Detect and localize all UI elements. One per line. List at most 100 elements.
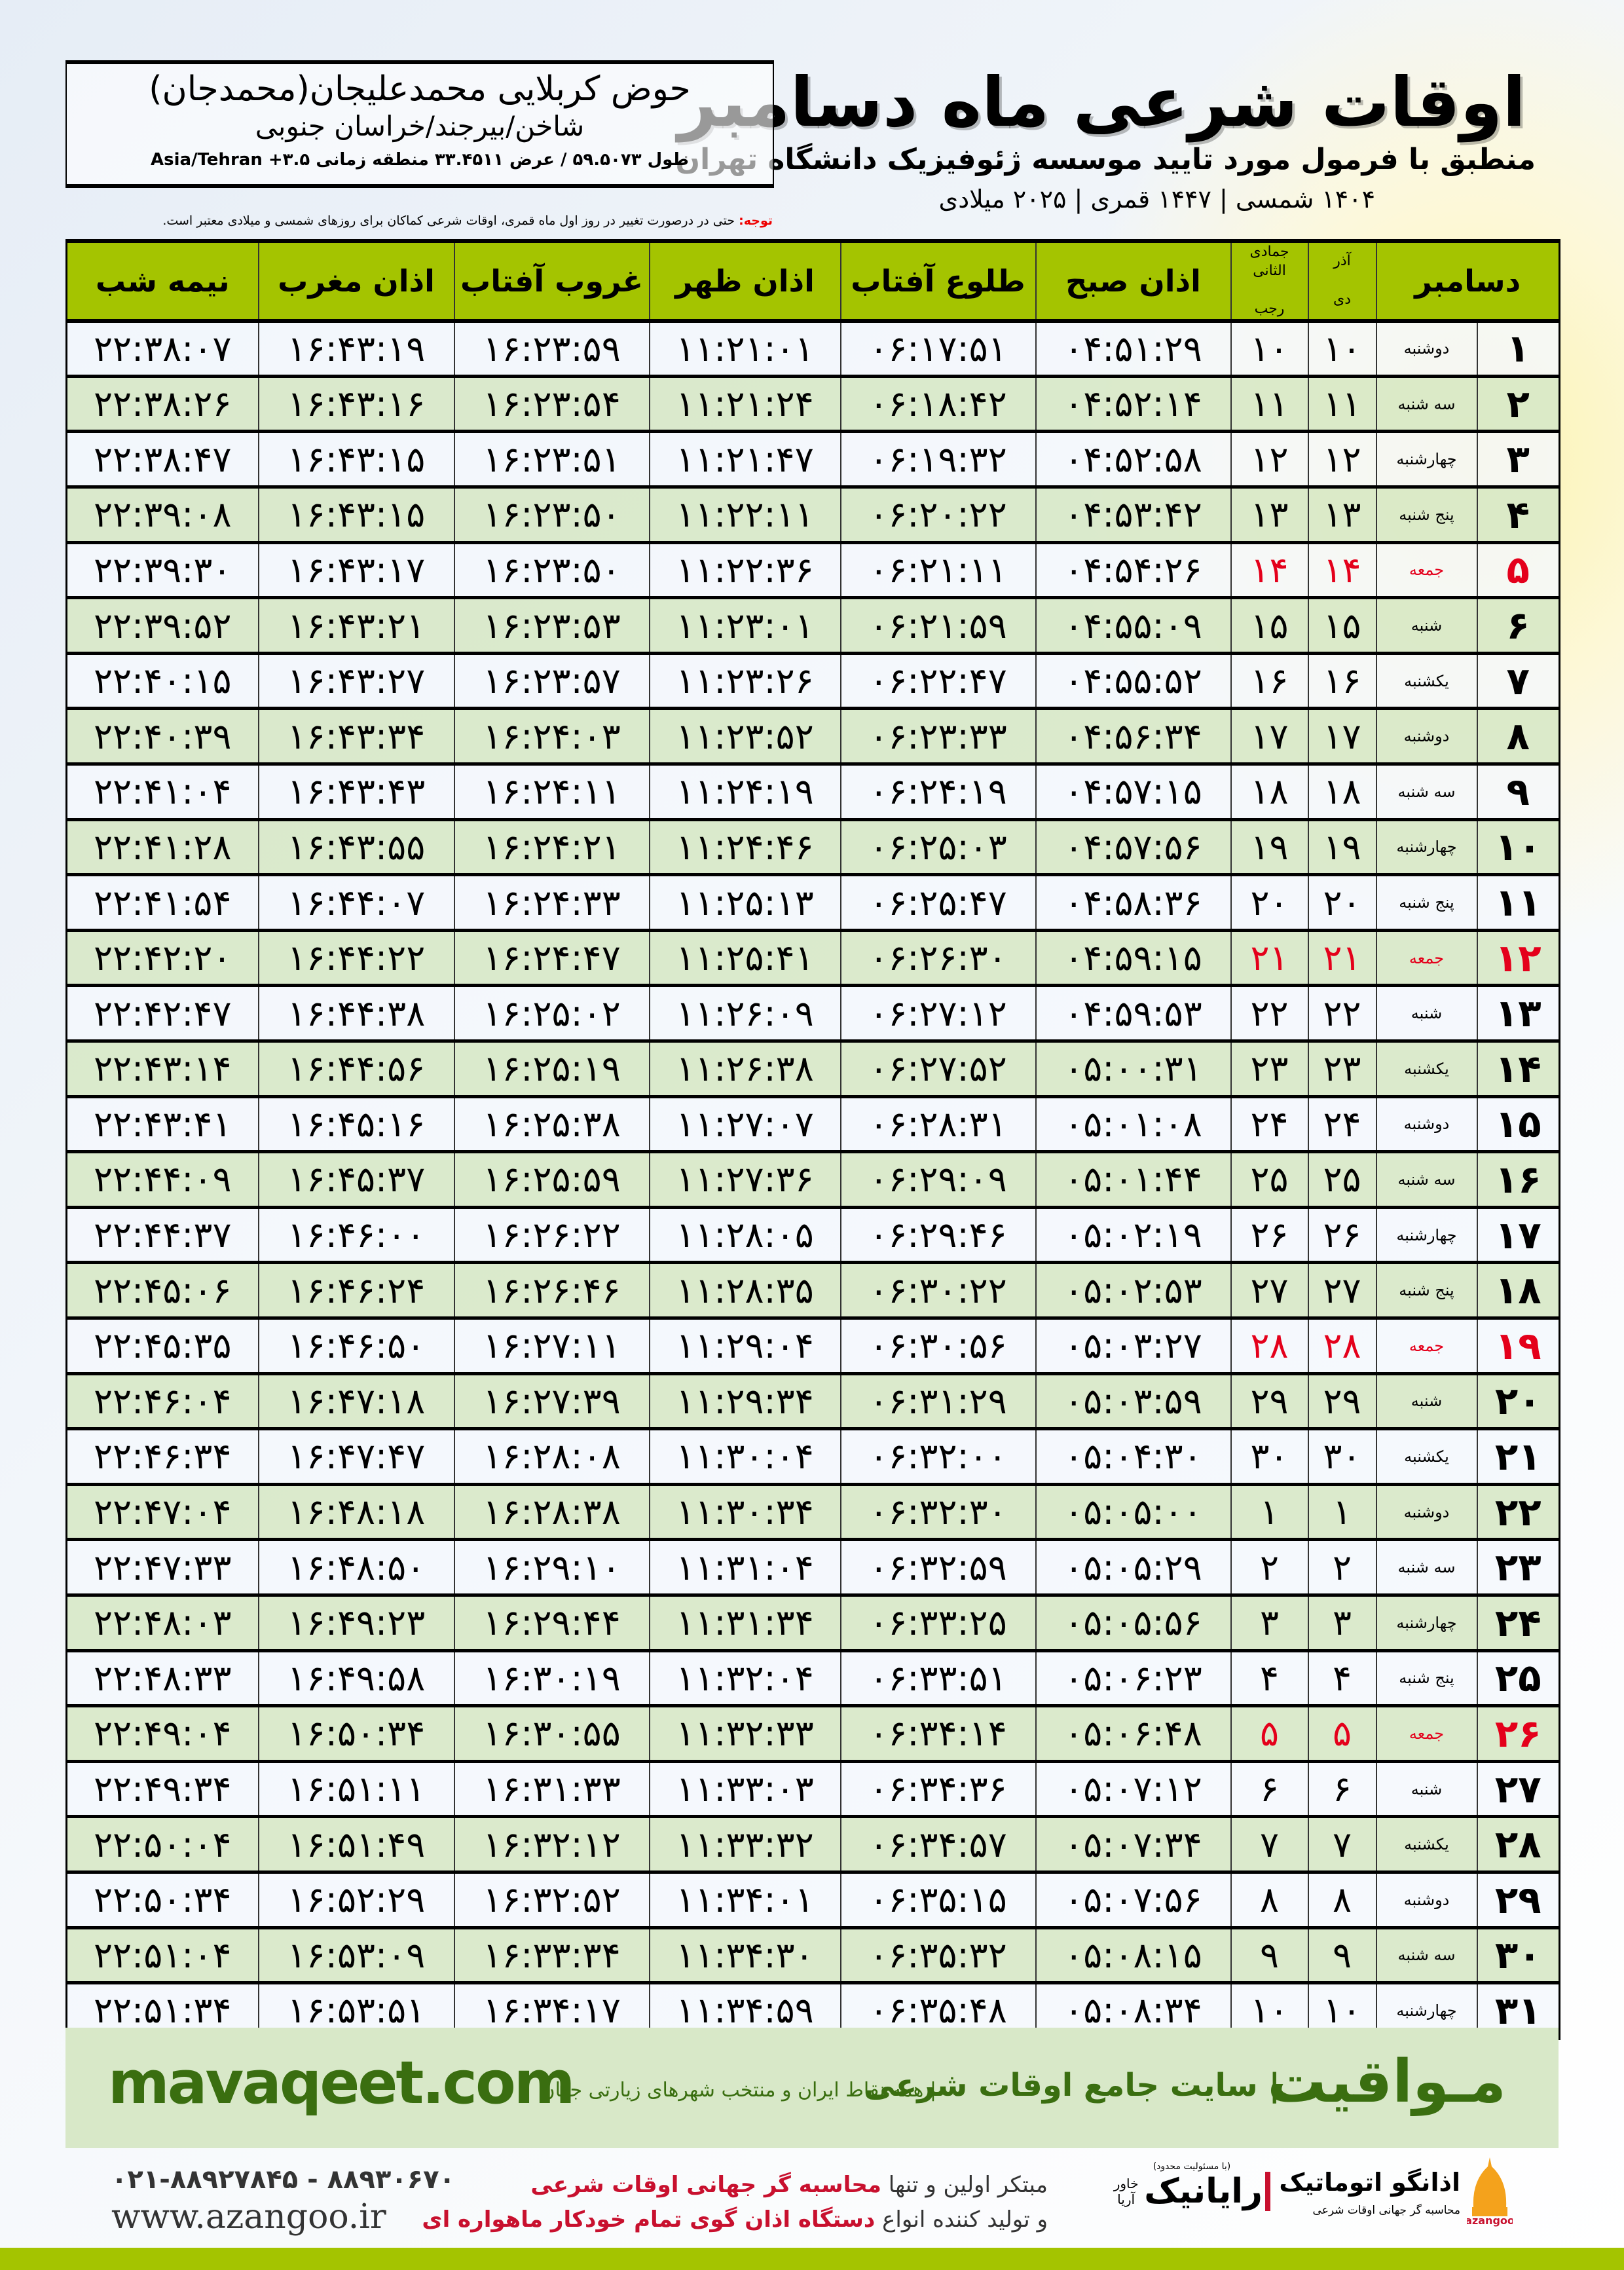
weekday-cell: شنبه xyxy=(1375,1761,1477,1817)
sunset-time: ۱۶:۲۳:۵۰ xyxy=(483,494,621,536)
table-row: ۱۵ دوشنبه ۲۴ ۲۴ ۰۵:۰۱:۰۸ ۰۶:۲۸:۳۱ ۱۱:۲۷:۰۷ ۱۶:۲… xyxy=(65,1096,1560,1152)
header-shamsi: آذر دی xyxy=(1307,241,1376,321)
mavaqeet-url[interactable]: mavaqeet.com xyxy=(108,2049,576,2117)
table-row: ۲۲ دوشنبه ۱ ۱ ۰۵:۰۵:۰۰ ۰۶:۳۲:۳۰ ۱۱:۳۰:۳۴ ۱۶:۲۸:… xyxy=(65,1484,1560,1540)
shamsi-day: ۶ xyxy=(1332,1768,1352,1810)
sunset-time-cell: ۱۶:۲۶:۴۶ xyxy=(453,1262,650,1318)
maghrib-time: ۱۶:۴۳:۱۶ xyxy=(287,383,426,425)
qamari-day: ۵ xyxy=(1259,1713,1279,1755)
midnight-time-cell: ۲۲:۴۳:۴۱ xyxy=(65,1096,259,1152)
weekday-cell: چهارشنبه xyxy=(1375,1207,1477,1263)
day-number-cell: ۲۲ xyxy=(1476,1484,1560,1540)
dhuhr-time-cell: ۱۱:۲۴:۴۶ xyxy=(648,819,841,875)
fajr-time: ۰۴:۵۱:۲۹ xyxy=(1064,327,1202,369)
table-row: ۱۹ جمعه ۲۸ ۲۸ ۰۵:۰۳:۲۷ ۰۶:۳۰:۵۶ ۱۱:۲۹:۰۴ ۱۶:۲۷:… xyxy=(65,1318,1560,1374)
fajr-time: ۰۵:۰۲:۱۹ xyxy=(1064,1214,1202,1256)
dhuhr-time-cell: ۱۱:۳۱:۰۴ xyxy=(648,1539,841,1595)
sunset-time-cell: ۱۶:۲۳:۵۴ xyxy=(453,376,650,432)
fajr-time-cell: ۰۵:۰۸:۱۵ xyxy=(1035,1927,1231,1983)
weekday: دوشنبه xyxy=(1403,727,1450,746)
shamsi-day-cell: ۱۹ xyxy=(1307,819,1376,875)
day-number-cell: ۱۲ xyxy=(1476,930,1560,986)
sunset-time: ۱۶:۲۳:۵۳ xyxy=(483,605,621,646)
midnight-time-cell: ۲۲:۴۳:۱۴ xyxy=(65,1041,259,1097)
weekday: چهارشنبه xyxy=(1396,1225,1457,1244)
midnight-time: ۲۲:۵۱:۰۴ xyxy=(94,1934,232,1976)
fajr-time-cell: ۰۵:۰۷:۵۶ xyxy=(1035,1872,1231,1927)
maghrib-time-cell: ۱۶:۴۳:۴۳ xyxy=(257,764,454,820)
shamsi-day-cell: ۱۳ xyxy=(1307,487,1376,543)
midnight-time: ۲۲:۴۴:۳۷ xyxy=(94,1214,232,1256)
shamsi-day-cell: ۲۲ xyxy=(1307,985,1376,1041)
shamsi-day-cell: ۶ xyxy=(1307,1761,1376,1817)
fajr-time-cell: ۰۴:۵۸:۳۶ xyxy=(1035,874,1231,931)
sunset-time-cell: ۱۶:۲۳:۵۳ xyxy=(453,597,650,654)
qamari-day: ۴ xyxy=(1259,1657,1279,1699)
day-number: ۲۷ xyxy=(1494,1766,1541,1812)
shamsi-day: ۲۴ xyxy=(1323,1103,1361,1145)
fajr-time: ۰۴:۵۲:۵۸ xyxy=(1064,438,1202,480)
table-row: ۱ دوشنبه ۱۰ ۱۰ ۰۴:۵۱:۲۹ ۰۶:۱۷:۵۱ ۱۱:۲۱:۰۱ ۱۶:۲۳… xyxy=(65,320,1560,377)
day-number-cell: ۷ xyxy=(1476,653,1560,709)
qamari-day: ۱۴ xyxy=(1250,549,1289,591)
midnight-time-cell: ۲۲:۴۵:۳۵ xyxy=(65,1318,259,1374)
sunset-time: ۱۶:۲۳:۵۰ xyxy=(483,549,621,591)
sunset-time-cell: ۱۶:۲۳:۵۱ xyxy=(453,431,650,487)
fajr-time: ۰۵:۰۱:۰۸ xyxy=(1064,1103,1202,1145)
weekday: یکشنبه xyxy=(1404,1447,1449,1466)
fajr-time-cell: ۰۵:۰۷:۱۲ xyxy=(1035,1761,1231,1817)
header-sunset: غروب آفتاب xyxy=(453,241,650,321)
sunset-time: ۱۶:۲۴:۴۷ xyxy=(483,937,621,979)
shamsi-day: ۱۶ xyxy=(1323,660,1361,702)
weekday-cell: سه شنبه xyxy=(1375,1539,1477,1595)
sunrise-time-cell: ۰۶:۱۹:۳۲ xyxy=(840,431,1036,487)
sunset-time-cell: ۱۶:۲۹:۴۴ xyxy=(453,1595,650,1651)
midnight-time-cell: ۲۲:۳۸:۴۷ xyxy=(65,431,259,487)
sunrise-time: ۰۶:۲۶:۳۰ xyxy=(869,937,1007,979)
maghrib-time-cell: ۱۶:۴۹:۵۸ xyxy=(257,1650,454,1706)
midnight-time-cell: ۲۲:۵۰:۳۴ xyxy=(65,1872,259,1927)
fajr-time: ۰۴:۵۷:۱۵ xyxy=(1064,771,1202,813)
header-fajr: اذان صبح xyxy=(1035,241,1231,321)
fajr-time: ۰۴:۵۹:۵۳ xyxy=(1064,992,1202,1034)
sunrise-time-cell: ۰۶:۳۴:۵۷ xyxy=(840,1816,1036,1872)
day-number: ۲۵ xyxy=(1494,1656,1541,1701)
header-maghrib: اذان مغرب xyxy=(257,241,454,321)
weekday-cell: جمعه xyxy=(1375,542,1477,598)
maghrib-time: ۱۶:۴۹:۲۳ xyxy=(287,1602,426,1644)
day-number: ۲۳ xyxy=(1494,1545,1541,1590)
shamsi-day: ۸ xyxy=(1332,1879,1352,1921)
midnight-time: ۲۲:۳۹:۵۲ xyxy=(94,605,232,646)
qamari-day: ۱۳ xyxy=(1250,494,1289,536)
azangoo-website[interactable]: www.azangoo.ir xyxy=(111,2197,386,2237)
day-number: ۳ xyxy=(1506,437,1530,482)
fajr-time: ۰۴:۵۵:۰۹ xyxy=(1064,605,1202,646)
maghrib-time: ۱۶:۴۶:۰۰ xyxy=(287,1214,426,1256)
sunset-time-cell: ۱۶:۲۹:۱۰ xyxy=(453,1539,650,1595)
midnight-time-cell: ۲۲:۴۶:۰۴ xyxy=(65,1373,259,1429)
dhuhr-time-cell: ۱۱:۲۶:۳۸ xyxy=(648,1041,841,1097)
sunset-time: ۱۶:۲۵:۱۹ xyxy=(483,1048,621,1090)
dhuhr-time-cell: ۱۱:۲۹:۳۴ xyxy=(648,1373,841,1429)
sunrise-time: ۰۶:۳۲:۳۰ xyxy=(869,1491,1007,1533)
fajr-time: ۰۵:۰۳:۵۹ xyxy=(1064,1380,1202,1422)
midnight-time: ۲۲:۴۴:۰۹ xyxy=(94,1159,232,1200)
day-number: ۹ xyxy=(1506,769,1530,814)
shamsi-day-cell: ۲۰ xyxy=(1307,874,1376,931)
qamari-day: ۱۲ xyxy=(1250,438,1289,480)
dhuhr-time-cell: ۱۱:۲۱:۰۱ xyxy=(648,320,841,377)
qamari-day: ۲۲ xyxy=(1250,992,1289,1034)
qamari-day: ۲ xyxy=(1259,1546,1279,1588)
table-row: ۱۲ جمعه ۲۱ ۲۱ ۰۴:۵۹:۱۵ ۰۶:۲۶:۳۰ ۱۱:۲۵:۴۱ ۱۶:۲۴:… xyxy=(65,930,1560,986)
sunrise-time: ۰۶:۲۹:۰۹ xyxy=(869,1159,1007,1200)
weekday-cell: دوشنبه xyxy=(1375,1096,1477,1152)
weekday-cell: چهارشنبه xyxy=(1375,431,1477,487)
midnight-time: ۲۲:۴۳:۴۱ xyxy=(94,1103,232,1145)
midnight-time: ۲۲:۴۳:۱۴ xyxy=(94,1048,232,1090)
maghrib-time-cell: ۱۶:۵۱:۴۹ xyxy=(257,1816,454,1872)
dhuhr-time: ۱۱:۳۰:۳۴ xyxy=(676,1491,814,1533)
qamari-day: ۱ xyxy=(1259,1491,1279,1533)
weekday-cell: پنج شنبه xyxy=(1375,1650,1477,1706)
day-number: ۱۴ xyxy=(1494,1046,1541,1091)
shamsi-day: ۹ xyxy=(1332,1934,1352,1976)
